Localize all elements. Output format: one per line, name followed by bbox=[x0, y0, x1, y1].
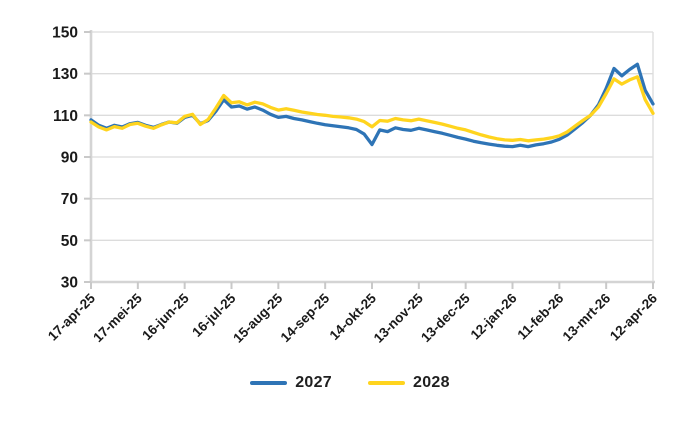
series-2027-line bbox=[89, 62, 655, 149]
y-tick-label: 70 bbox=[61, 191, 78, 208]
legend-label-2027: 2027 bbox=[295, 374, 332, 391]
x-tick-label: 14-sep-25 bbox=[278, 290, 333, 345]
y-tick-label: 90 bbox=[61, 150, 78, 167]
x-tick-label: 13-nov-25 bbox=[371, 290, 427, 346]
legend-swatch-2028 bbox=[368, 380, 405, 386]
y-tick-label: 150 bbox=[52, 25, 78, 42]
x-tick-label: 12-jan-26 bbox=[468, 290, 520, 342]
legend-label-2028: 2028 bbox=[413, 374, 450, 391]
x-tick-label: 16-jun-25 bbox=[139, 290, 192, 343]
x-tick-label: 15-aug-25 bbox=[230, 290, 286, 346]
x-tick-label: 16-jul-25 bbox=[189, 290, 239, 340]
x-tick-label: 17-mei-25 bbox=[90, 290, 145, 345]
x-tick-label: 11-feb-26 bbox=[514, 290, 566, 342]
legend-item-2027: 2027 bbox=[250, 374, 332, 392]
y-tick-label: 30 bbox=[61, 275, 78, 292]
y-tick-label: 130 bbox=[52, 66, 78, 83]
legend-swatch-2027 bbox=[250, 380, 288, 386]
chart-legend: 2027 2028 bbox=[0, 374, 700, 392]
x-tick-label: 12-apr-26 bbox=[607, 290, 660, 343]
x-tick-label: 13-mrt-26 bbox=[560, 290, 614, 344]
series-2028-line bbox=[89, 75, 655, 143]
y-tick-label: 50 bbox=[61, 233, 78, 250]
legend-item-2028: 2028 bbox=[368, 374, 450, 392]
y-tick-label: 110 bbox=[53, 108, 78, 125]
x-tick-label: 13-dec-25 bbox=[418, 290, 473, 345]
